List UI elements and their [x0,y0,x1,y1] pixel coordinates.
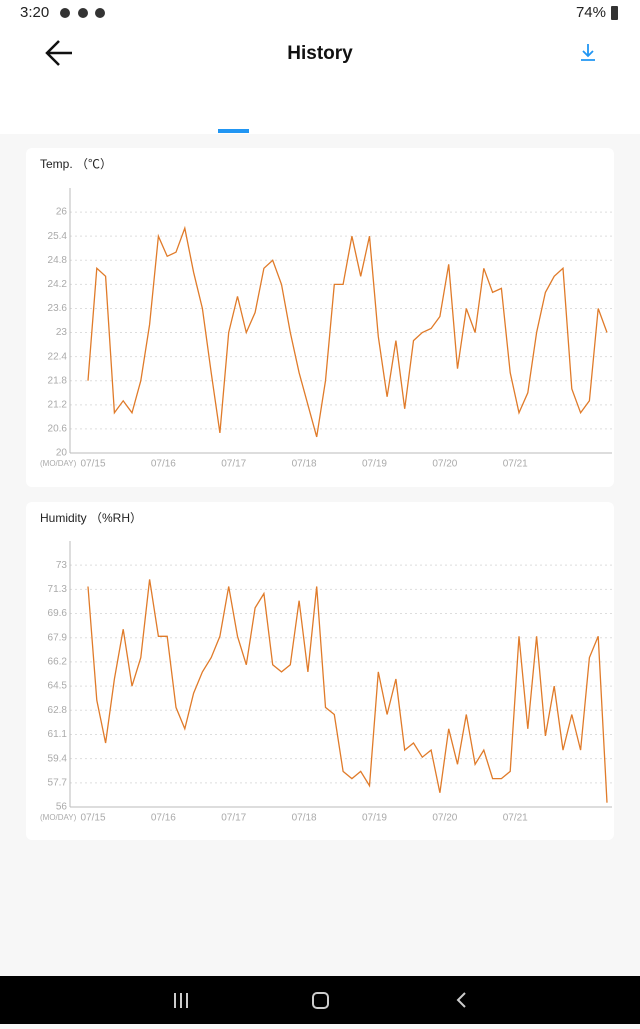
status-icon [60,8,70,18]
download-button[interactable] [581,44,595,61]
y-tick-label: 57.7 [48,777,68,788]
y-tick-label: 26 [56,207,68,218]
x-tick-label: 07/21 [503,813,528,824]
chart-card [26,148,614,487]
x-tick-label: 07/19 [362,813,387,824]
x-tick-label: 07/19 [362,459,387,470]
page-title: History [287,43,353,64]
x-unit-label: (MO/DAY) [40,813,77,822]
y-tick-label: 22.4 [48,351,68,362]
x-tick-label: 07/20 [432,813,457,824]
data-line [87,579,608,803]
y-tick-label: 21.2 [48,399,68,410]
x-tick-label: 07/18 [292,813,317,824]
y-tick-label: 23.6 [48,303,68,314]
y-tick-label: 67.9 [48,632,68,643]
y-tick-label: 24.2 [48,279,68,290]
y-tick-label: 56 [56,802,68,813]
x-tick-label: 07/18 [292,459,317,470]
y-tick-label: 61.1 [48,729,68,740]
back-button[interactable] [45,40,72,66]
y-tick-label: 64.5 [48,681,68,692]
chart-card [26,502,614,840]
y-tick-label: 69.6 [48,608,68,619]
status-time: 3:20 [20,4,49,21]
x-tick-label: 07/16 [151,459,176,470]
y-tick-label: 59.4 [48,753,68,764]
y-tick-label: 62.8 [48,705,68,716]
battery-icon [611,6,618,20]
x-tick-label: 07/15 [80,459,105,470]
x-tick-label: 07/15 [80,813,105,824]
y-tick-label: 20.6 [48,424,68,435]
x-tick-label: 07/17 [221,813,246,824]
tab-indicator [218,129,249,133]
y-tick-label: 66.2 [48,657,68,668]
nav-recents[interactable] [174,993,188,1008]
y-tick-label: 71.3 [48,584,68,595]
y-tick-label: 23 [56,327,68,338]
top-bar [0,0,640,134]
chart-title: Humidity （%RH） [40,511,142,525]
nav-bar [0,976,640,1024]
y-tick-label: 25.4 [48,231,68,242]
data-line [87,225,608,438]
y-tick-label: 21.8 [48,375,68,386]
x-tick-label: 07/16 [151,813,176,824]
x-tick-label: 07/20 [432,459,457,470]
nav-back[interactable] [456,992,466,1008]
status-icon [78,8,88,18]
x-tick-label: 07/21 [503,459,528,470]
y-tick-label: 73 [56,560,68,571]
status-icon [95,8,105,18]
y-tick-label: 24.8 [48,255,68,266]
y-tick-label: 20 [56,448,68,459]
x-tick-label: 07/17 [221,459,246,470]
nav-home[interactable] [312,992,329,1009]
chart-title: Temp. （℃） [40,157,112,171]
status-battery: 74% [576,4,606,21]
x-unit-label: (MO/DAY) [40,459,77,468]
